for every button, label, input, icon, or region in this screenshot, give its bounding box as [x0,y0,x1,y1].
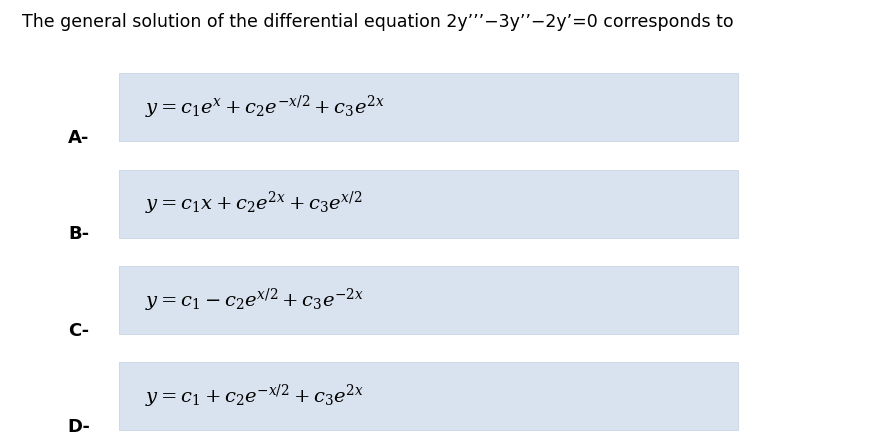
Text: The general solution of the differential equation 2y’’’−3y’’−2y’=0 corresponds t: The general solution of the differential… [22,13,733,31]
Text: B-: B- [68,225,89,244]
Text: $y = c_1x + c_2e^{2x} + c_3e^{x/2}$: $y = c_1x + c_2e^{2x} + c_3e^{x/2}$ [145,190,362,217]
Text: D-: D- [68,418,90,436]
FancyBboxPatch shape [118,266,737,334]
FancyBboxPatch shape [118,170,737,237]
FancyBboxPatch shape [118,74,737,141]
Text: $y = c_1 - c_2e^{x/2} + c_3e^{-2x}$: $y = c_1 - c_2e^{x/2} + c_3e^{-2x}$ [145,286,363,314]
Text: $y = c_1 + c_2e^{-x/2} + c_3e^{2x}$: $y = c_1 + c_2e^{-x/2} + c_3e^{2x}$ [145,383,363,410]
Text: C-: C- [68,321,89,340]
Text: $y = c_1e^{x} + c_2e^{-x/2} + c_3e^{2x}$: $y = c_1e^{x} + c_2e^{-x/2} + c_3e^{2x}$ [145,94,384,121]
FancyBboxPatch shape [118,363,737,430]
Text: A-: A- [68,129,89,147]
